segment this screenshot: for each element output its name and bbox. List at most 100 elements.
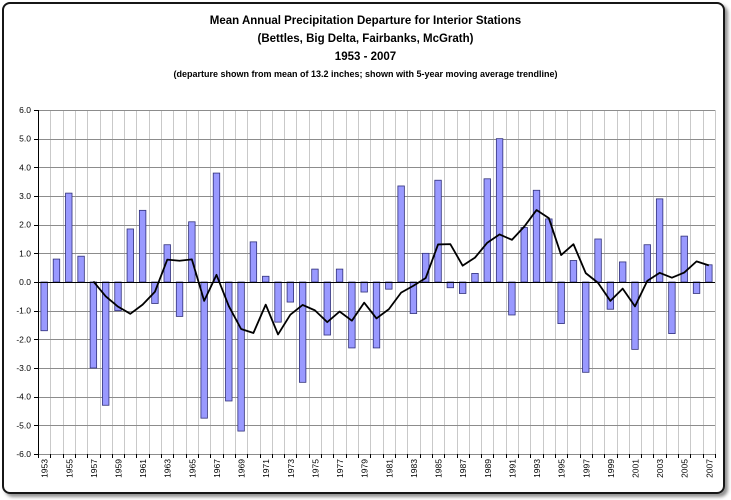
x-tick-label-1967: 1967 (212, 459, 222, 478)
y-tick-label-4.0: 4.0 (19, 162, 31, 172)
y-tick-label--4.0: -4.0 (16, 392, 31, 402)
bar-1957 (89, 281, 98, 369)
y-tick-label--5.0: -5.0 (16, 420, 31, 430)
y-tick-label--1.0: -1.0 (16, 306, 31, 316)
bar-1988 (471, 272, 479, 283)
bar-2004 (668, 281, 676, 334)
bar-2000 (619, 261, 627, 283)
bar-1970 (249, 241, 258, 283)
x-tick-label-1993: 1993 (532, 459, 542, 478)
x-tick-label-1979: 1979 (360, 459, 370, 478)
bar-1990 (495, 138, 504, 283)
y-tick-label-3.0: 3.0 (19, 191, 31, 201)
x-tick-label-1987: 1987 (458, 459, 468, 478)
bar-2005 (680, 235, 688, 283)
bar-1955 (65, 192, 73, 283)
bar-1982 (397, 185, 405, 283)
bars (40, 138, 713, 432)
x-tick-label-1991: 1991 (507, 459, 517, 478)
bar-1995 (557, 281, 565, 324)
y-tick-label-2.0: 2.0 (19, 220, 31, 230)
x-tick-label-1961: 1961 (138, 459, 148, 478)
bar-1953 (40, 281, 48, 332)
bar-1997 (582, 281, 590, 373)
x-tick-label-1975: 1975 (311, 459, 321, 478)
bar-1972 (274, 281, 282, 323)
x-tick-label-2001: 2001 (631, 459, 641, 478)
chart-frame (2, 2, 725, 494)
bar-1985 (434, 179, 442, 283)
bar-1958 (102, 281, 110, 406)
x-tick-label-1971: 1971 (261, 459, 271, 478)
bar-1998 (594, 238, 602, 283)
bar-1971 (262, 275, 270, 283)
chart-note: (departure shown from mean of 13.2 inche… (173, 69, 558, 79)
bar-1973 (286, 281, 294, 303)
x-tick-label-1955: 1955 (64, 459, 74, 478)
y-tick-label-1.0: 1.0 (19, 248, 31, 258)
chart-subtitle-period: 1953 - 2007 (334, 51, 397, 63)
x-tick-label-1957: 1957 (89, 459, 99, 478)
bar-1996 (569, 260, 578, 283)
x-tick-label-1959: 1959 (114, 459, 124, 478)
x-tick-label-1963: 1963 (163, 459, 173, 478)
x-tick-label-1965: 1965 (187, 459, 197, 478)
y-tick-label--2.0: -2.0 (16, 334, 31, 344)
y-tick-label-5.0: 5.0 (19, 134, 31, 144)
bar-1999 (606, 281, 615, 310)
y-axis-ticks (34, 110, 38, 455)
x-tick-label-1985: 1985 (434, 459, 444, 478)
bar-2002 (643, 244, 651, 283)
bar-1969 (237, 281, 245, 432)
x-tick-label-1981: 1981 (384, 459, 394, 478)
x-tick-label-2007: 2007 (704, 459, 714, 478)
x-axis-labels: 1953 1955 1957 1959 1961 1963 1965 1967 1969 1971… (40, 459, 715, 478)
bar-1960 (126, 228, 134, 283)
bar-1977 (335, 268, 344, 283)
x-tick-label-1973: 1973 (286, 459, 296, 478)
bar-1991 (508, 281, 516, 316)
x-tick-label-1983: 1983 (409, 459, 419, 478)
x-tick-label-1969: 1969 (237, 459, 247, 478)
bar-1987 (459, 281, 467, 294)
bar-1993 (532, 189, 541, 283)
x-tick-label-1989: 1989 (483, 459, 493, 478)
bar-1961 (138, 209, 147, 283)
bar-1956 (77, 255, 85, 283)
bar-1989 (483, 178, 491, 283)
bar-1966 (200, 281, 208, 419)
x-axis-ticks (38, 454, 716, 458)
bar-1976 (323, 281, 331, 336)
y-tick-label--6.0: -6.0 (16, 449, 31, 459)
bar-1992 (520, 227, 528, 283)
chart-title: Mean Annual Precipitation Departure for … (209, 15, 522, 27)
bar-2003 (655, 198, 664, 283)
x-tick-label-1997: 1997 (581, 459, 591, 478)
bar-1994 (545, 218, 553, 283)
x-tick-label-2005: 2005 (680, 459, 690, 478)
bar-1964 (175, 281, 184, 317)
bar-2007 (705, 264, 713, 283)
y-axis-labels: 6.0 5.0 4.0 3.0 2.0 1.0 0.0 -1.0 -2.0 -3.0 -4.0 -5.… (16, 105, 31, 459)
y-tick-label-6.0: 6.0 (19, 105, 31, 115)
bar-1954 (52, 258, 61, 283)
bar-1975 (311, 268, 319, 283)
chart-subtitle-stations: (Bettles, Big Delta, Fairbanks, McGrath) (257, 33, 474, 45)
x-tick-label-1977: 1977 (335, 459, 345, 478)
bar-1965 (188, 221, 196, 283)
y-tick-label--3.0: -3.0 (16, 363, 31, 373)
x-tick-label-1999: 1999 (606, 459, 616, 478)
x-tick-label-1953: 1953 (40, 459, 50, 478)
x-tick-label-1995: 1995 (557, 459, 567, 478)
x-tick-label-2003: 2003 (655, 459, 665, 478)
five-year-moving-average-line (92, 209, 710, 336)
y-tick-label-0.0: 0.0 (19, 277, 31, 287)
bar-1974 (298, 281, 307, 383)
bar-2006 (692, 281, 701, 294)
bar-1967 (212, 172, 221, 283)
bar-1979 (360, 281, 368, 293)
bar-1978 (348, 281, 356, 349)
bar-2001 (631, 281, 639, 350)
